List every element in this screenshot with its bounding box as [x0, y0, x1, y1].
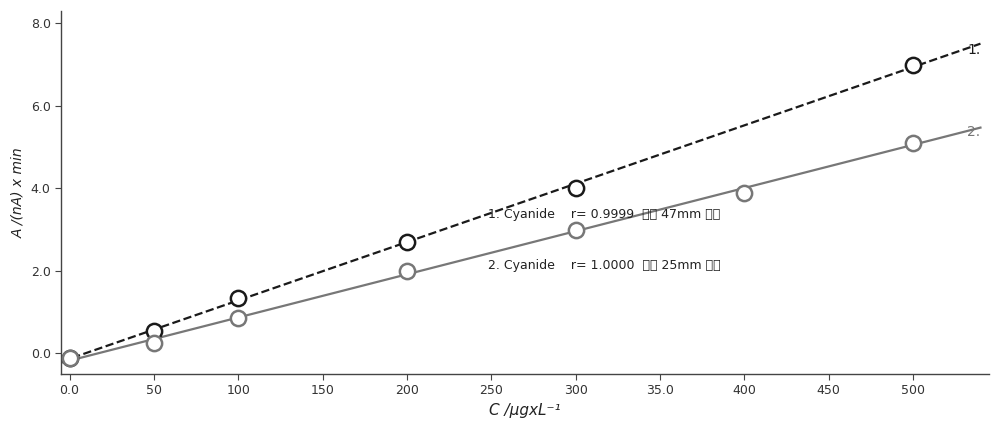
- Text: 2. Cyanide    r= 1.0000  直径 25mm 膜片: 2. Cyanide r= 1.0000 直径 25mm 膜片: [488, 259, 720, 272]
- Text: 2.: 2.: [967, 125, 980, 139]
- Y-axis label: A /(nA) x min: A /(nA) x min: [11, 147, 25, 238]
- X-axis label: C /μgxL⁻¹: C /μgxL⁻¹: [489, 403, 561, 418]
- Text: 1.: 1.: [967, 42, 980, 57]
- Text: 1. Cyanide    r= 0.9999  直径 47mm 膜片: 1. Cyanide r= 0.9999 直径 47mm 膜片: [488, 208, 720, 221]
